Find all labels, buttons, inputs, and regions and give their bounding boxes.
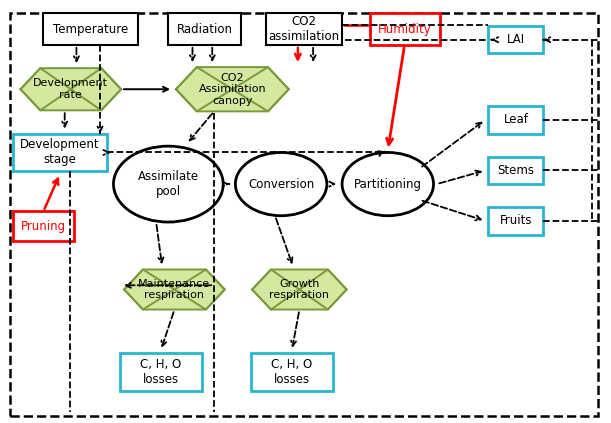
Text: Fruits: Fruits	[500, 214, 532, 228]
Text: Humidity: Humidity	[378, 23, 431, 36]
FancyBboxPatch shape	[251, 353, 333, 391]
Text: Stems: Stems	[497, 164, 534, 177]
Text: Pruning: Pruning	[21, 220, 66, 233]
Text: LAI: LAI	[507, 33, 525, 46]
Text: Development
stage: Development stage	[20, 138, 100, 167]
Text: C, H, O
losses: C, H, O losses	[140, 358, 181, 386]
Text: Development
rate: Development rate	[34, 78, 108, 100]
FancyBboxPatch shape	[13, 212, 74, 241]
Text: Leaf: Leaf	[503, 113, 529, 126]
Text: Radiation: Radiation	[177, 23, 233, 36]
Polygon shape	[21, 68, 121, 110]
FancyBboxPatch shape	[169, 14, 241, 45]
Text: Growth
respiration: Growth respiration	[269, 279, 329, 300]
FancyBboxPatch shape	[266, 14, 342, 45]
FancyBboxPatch shape	[13, 134, 108, 171]
Polygon shape	[124, 269, 225, 310]
Text: CO2
Assimilation
canopy: CO2 Assimilation canopy	[199, 73, 266, 106]
FancyBboxPatch shape	[488, 106, 543, 134]
Text: Partitioning: Partitioning	[354, 178, 422, 191]
FancyBboxPatch shape	[43, 14, 138, 45]
FancyBboxPatch shape	[488, 207, 543, 235]
Text: Assimilate
pool: Assimilate pool	[137, 170, 199, 198]
Polygon shape	[176, 67, 289, 111]
FancyBboxPatch shape	[370, 14, 439, 45]
Polygon shape	[252, 269, 346, 310]
FancyBboxPatch shape	[488, 157, 543, 184]
Text: CO2
assimilation: CO2 assimilation	[268, 15, 340, 43]
Text: Maintenance
respiration: Maintenance respiration	[138, 279, 211, 300]
Text: Temperature: Temperature	[53, 23, 128, 36]
FancyBboxPatch shape	[488, 26, 543, 53]
Text: C, H, O
losses: C, H, O losses	[271, 358, 312, 386]
FancyBboxPatch shape	[120, 353, 202, 391]
Text: Conversion: Conversion	[248, 178, 314, 191]
